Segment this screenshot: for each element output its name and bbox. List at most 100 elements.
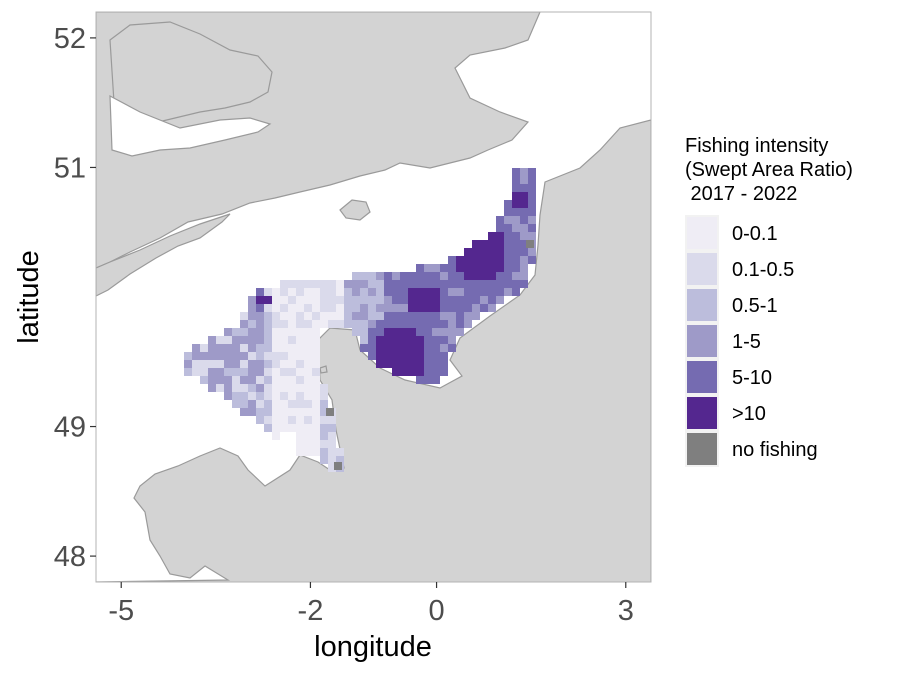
fishing-cell [296, 296, 304, 304]
fishing-cell [304, 384, 312, 392]
fishing-cell [312, 304, 320, 312]
legend-swatch [687, 361, 717, 393]
fishing-cell [328, 456, 336, 464]
fishing-cell [408, 336, 416, 344]
fishing-cell [392, 288, 400, 296]
legend-swatch [687, 217, 717, 249]
fishing-cell-no-fishing [526, 240, 534, 248]
fishing-cell [312, 280, 320, 288]
fishing-cell [528, 224, 536, 232]
fishing-cell [320, 312, 328, 320]
fishing-cell [416, 344, 424, 352]
fishing-cell [288, 280, 296, 288]
fishing-cell [304, 432, 312, 440]
fishing-cell [520, 240, 528, 248]
fishing-cell [232, 368, 240, 376]
legend-label: no fishing [732, 439, 818, 461]
fishing-cell [256, 288, 264, 296]
fishing-cell [328, 432, 336, 440]
fishing-cell [312, 352, 320, 360]
fishing-cell [352, 320, 360, 328]
fishing-cell [272, 432, 280, 440]
fishing-cell [272, 312, 280, 320]
fishing-cell [504, 288, 512, 296]
fishing-cell-no-fishing [334, 462, 342, 470]
fishing-cell [296, 432, 304, 440]
fishing-cell [280, 344, 288, 352]
fishing-cell [400, 320, 408, 328]
fishing-cell [264, 312, 272, 320]
fishing-cell [408, 344, 416, 352]
fishing-cell [240, 408, 248, 416]
fishing-cell [456, 312, 464, 320]
fishing-cell [296, 440, 304, 448]
fishing-cell [480, 288, 488, 296]
fishing-cell [512, 240, 520, 248]
fishing-cell [424, 328, 432, 336]
fishing-cell [312, 288, 320, 296]
fishing-cell-no-fishing [326, 408, 334, 416]
fishing-cell [512, 176, 520, 184]
fishing-cell [264, 416, 272, 424]
fishing-cell [344, 312, 352, 320]
fishing-cell [520, 184, 528, 192]
fishing-cell [336, 296, 344, 304]
fishing-cell [504, 272, 512, 280]
fishing-cell [360, 296, 368, 304]
fishing-cell [424, 264, 432, 272]
x-tick-label: 3 [618, 595, 634, 627]
fishing-cell [264, 304, 272, 312]
fishing-cell [512, 192, 520, 200]
fishing-cell [360, 272, 368, 280]
fishing-cell [472, 248, 480, 256]
fishing-cell [296, 392, 304, 400]
fishing-cell [216, 336, 224, 344]
fishing-cell [336, 448, 344, 456]
fishing-cell [280, 304, 288, 312]
fishing-cell [304, 288, 312, 296]
fishing-cell [528, 248, 536, 256]
fishing-cell [528, 256, 536, 264]
fishing-cell [216, 384, 224, 392]
fishing-cell [304, 440, 312, 448]
fishing-cell [376, 304, 384, 312]
fishing-cell [352, 296, 360, 304]
fishing-cell [360, 304, 368, 312]
y-tick-label: 51 [54, 152, 86, 184]
fishing-cell [200, 344, 208, 352]
fishing-cell [304, 320, 312, 328]
fishing-cell [528, 168, 536, 176]
fishing-cell [312, 448, 320, 456]
fishing-cell [224, 328, 232, 336]
fishing-cell [496, 272, 504, 280]
fishing-cell [472, 288, 480, 296]
fishing-cell [384, 280, 392, 288]
fishing-cell [384, 296, 392, 304]
fishing-cell [312, 360, 320, 368]
fishing-cell [272, 376, 280, 384]
fishing-cell [408, 304, 416, 312]
fishing-cell [240, 384, 248, 392]
fishing-cell [440, 328, 448, 336]
fishing-cell [248, 360, 256, 368]
fishing-cell [264, 344, 272, 352]
fishing-cell [320, 448, 328, 456]
legend-swatch [687, 397, 717, 429]
fishing-cell [248, 368, 256, 376]
fishing-cell [272, 424, 280, 432]
fishing-cell [208, 336, 216, 344]
fishing-cell [528, 176, 536, 184]
fishing-cell [304, 336, 312, 344]
fishing-cell [280, 368, 288, 376]
legend-label: 1-5 [732, 331, 761, 353]
fishing-cell [408, 328, 416, 336]
fishing-cell [392, 320, 400, 328]
fishing-cell [384, 360, 392, 368]
fishing-cell [296, 280, 304, 288]
fishing-cell [272, 392, 280, 400]
x-tick-label: -5 [108, 595, 134, 627]
fishing-cell [448, 280, 456, 288]
fishing-cell [432, 360, 440, 368]
fishing-cell [368, 328, 376, 336]
fishing-cell [480, 304, 488, 312]
